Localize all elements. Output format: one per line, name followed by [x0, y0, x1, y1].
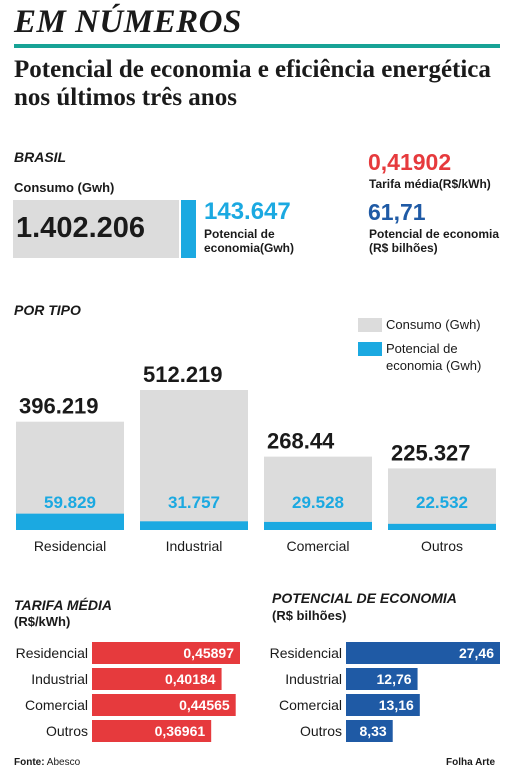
- brasil-consumo-value: 1.402.206: [16, 212, 146, 244]
- tarifa-section-unit: (R$/kWh): [14, 614, 71, 629]
- consumo-value-0: 396.219: [19, 394, 99, 419]
- potencial-value-2: 29.528: [292, 493, 344, 512]
- page-subtitle: Potencial de economia e eficiência energ…: [14, 56, 491, 111]
- potencial-category-3: Outros: [300, 723, 342, 739]
- tarifa-value-1: 0,40184: [165, 671, 216, 687]
- por-tipo-section-label: POR TIPO: [14, 302, 81, 318]
- consumo-bar-0: [16, 421, 124, 530]
- legend-label-potencial: Potencial de economia (Gwh): [386, 341, 482, 373]
- tarifa-category-0: Residencial: [16, 645, 88, 661]
- potencial-bar-3: [388, 523, 496, 530]
- source-note: Fonte: Abesco: [14, 757, 80, 768]
- brasil-tarifa-label: Tarifa média(R$/kWh): [369, 177, 491, 191]
- category-label-2: Comercial: [286, 538, 349, 554]
- tarifa-bar-0: [92, 642, 240, 664]
- potencial-bar-3: [346, 720, 393, 742]
- source-label: Fonte:: [14, 757, 45, 768]
- brasil-potencial-bar: [181, 200, 196, 258]
- potencial-value-1: 12,76: [377, 671, 412, 687]
- brasil-economia-value: 61,71: [368, 199, 426, 225]
- tarifa-value-0: 0,45897: [183, 645, 234, 661]
- brasil-section-label: BRASIL: [14, 149, 67, 165]
- potencial-value-0: 59.829: [44, 493, 96, 512]
- source-name: Abesco: [46, 757, 81, 768]
- tarifa-value-3: 0,36961: [155, 723, 206, 739]
- tarifa-category-3: Outros: [46, 723, 88, 739]
- potencial-bar-2: [346, 694, 420, 716]
- potencial-bar-0: [346, 642, 500, 664]
- tarifa-bar-2: [92, 694, 236, 716]
- page-title: EM NÚMEROS: [14, 4, 242, 40]
- potencial-bar-2: [264, 521, 372, 530]
- potencial-value-1: 31.757: [168, 493, 220, 512]
- tarifa-bar-1: [92, 668, 222, 690]
- consumo-bar-2: [264, 456, 372, 530]
- consumo-value-1: 512.219: [143, 362, 223, 387]
- category-label-1: Industrial: [166, 538, 223, 554]
- potencial-section-title: POTENCIAL DE ECONOMIA: [272, 590, 457, 606]
- consumo-value-3: 225.327: [391, 440, 471, 465]
- potencial-value-3: 8,33: [359, 723, 386, 739]
- consumo-bar-3: [388, 468, 496, 530]
- potencial-category-1: Industrial: [285, 671, 342, 687]
- tarifa-media-chart: Residencial 0,45897 Industrial 0,40184 Comer…: [16, 642, 240, 742]
- category-label-3: Outros: [421, 538, 463, 554]
- potencial-value-2: 13,16: [379, 697, 414, 713]
- category-label-0: Residencial: [34, 538, 106, 554]
- brasil-consumo-box: [13, 200, 179, 258]
- potencial-bar-1: [346, 668, 418, 690]
- tarifa-category-1: Industrial: [31, 671, 88, 687]
- potencial-bar-0: [16, 513, 124, 530]
- potencial-value-0: 27,46: [459, 645, 494, 661]
- por-tipo-bar-chart: 396.219 59.829 Residencial 512.219 31.757 Ind…: [16, 362, 496, 554]
- potencial-economia-chart: Residencial 27,46 Industrial 12,76 Comercial…: [270, 642, 500, 742]
- credit: Folha Arte: [446, 757, 496, 768]
- legend-swatch-consumo: [358, 318, 382, 332]
- tarifa-bar-3: [92, 720, 212, 742]
- potencial-bar-1: [140, 521, 248, 530]
- brasil-consumo-label: Consumo (Gwh): [14, 180, 115, 195]
- header-rule: [14, 44, 500, 48]
- brasil-potencial-label: Potencial de economia(Gwh): [204, 227, 295, 255]
- tarifa-category-2: Comercial: [25, 697, 88, 713]
- potencial-category-0: Residencial: [270, 645, 342, 661]
- potencial-value-3: 22.532: [416, 493, 468, 512]
- brasil-tarifa-value: 0,41902: [368, 149, 452, 175]
- consumo-value-2: 268.44: [267, 429, 335, 454]
- brasil-economia-label: Potencial de economia (R$ bilhões): [369, 227, 500, 255]
- tarifa-section-title: TARIFA MÉDIA: [14, 597, 112, 613]
- brasil-potencial-value: 143.647: [204, 198, 291, 225]
- consumo-bar-1: [140, 390, 248, 530]
- legend-label-consumo: Consumo (Gwh): [386, 317, 481, 332]
- tarifa-value-2: 0,44565: [179, 697, 230, 713]
- potencial-section-unit: (R$ bilhões): [272, 608, 347, 623]
- potencial-category-2: Comercial: [279, 697, 342, 713]
- legend-swatch-potencial: [358, 342, 382, 356]
